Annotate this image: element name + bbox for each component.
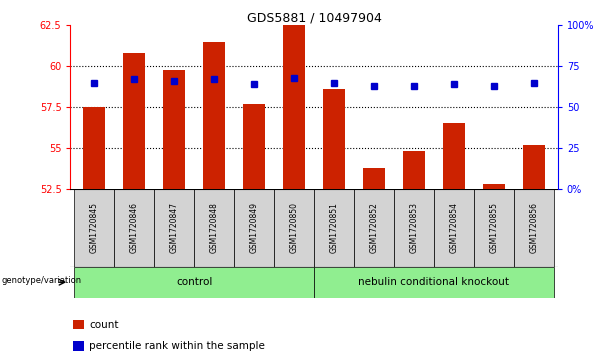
Text: GSM1720846: GSM1720846	[130, 202, 139, 253]
Bar	[314, 267, 554, 298]
Text: GSM1720854: GSM1720854	[449, 202, 459, 253]
Bar	[403, 151, 425, 189]
Bar	[363, 168, 385, 189]
Bar	[354, 189, 394, 267]
Title: GDS5881 / 10497904: GDS5881 / 10497904	[246, 11, 382, 24]
Text: GSM1720853: GSM1720853	[409, 202, 419, 253]
Bar	[234, 189, 274, 267]
Text: GSM1720850: GSM1720850	[290, 202, 299, 253]
Text: GSM1720851: GSM1720851	[330, 202, 338, 253]
Text: GSM1720852: GSM1720852	[370, 202, 379, 253]
Bar	[83, 107, 105, 189]
Text: GSM1720855: GSM1720855	[489, 202, 498, 253]
Text: GSM1720845: GSM1720845	[90, 202, 99, 253]
Text: GSM1720849: GSM1720849	[249, 202, 259, 253]
Text: GSM1720856: GSM1720856	[530, 202, 538, 253]
Bar	[443, 123, 465, 189]
Text: control: control	[176, 277, 213, 287]
Bar	[434, 189, 474, 267]
Bar	[115, 189, 154, 267]
Bar	[323, 89, 345, 189]
Bar	[75, 267, 314, 298]
Bar	[314, 189, 354, 267]
Bar	[75, 189, 115, 267]
Bar	[474, 189, 514, 267]
Bar	[164, 70, 185, 189]
Bar	[483, 184, 505, 189]
Text: count: count	[89, 319, 119, 330]
Text: GSM1720848: GSM1720848	[210, 202, 219, 253]
Bar	[283, 25, 305, 189]
Bar	[394, 189, 434, 267]
Bar	[514, 189, 554, 267]
Bar	[243, 104, 265, 189]
Text: percentile rank within the sample: percentile rank within the sample	[89, 341, 265, 351]
Bar	[194, 189, 234, 267]
Bar	[123, 53, 145, 189]
Text: genotype/variation: genotype/variation	[1, 276, 82, 285]
Bar	[154, 189, 194, 267]
Bar	[73, 341, 84, 351]
Bar	[204, 42, 226, 189]
Text: GSM1720847: GSM1720847	[170, 202, 179, 253]
Text: nebulin conditional knockout: nebulin conditional knockout	[359, 277, 509, 287]
Bar	[523, 145, 545, 189]
Bar	[274, 189, 314, 267]
Bar	[73, 320, 84, 330]
